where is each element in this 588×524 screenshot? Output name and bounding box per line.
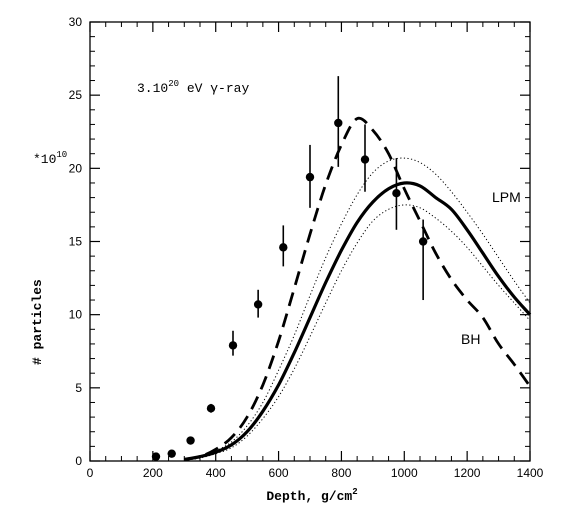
lpm-lower-curve xyxy=(184,204,531,461)
annotation-label: 3.1020 eV γ-ray xyxy=(137,79,249,96)
x-tick-label: 400 xyxy=(206,466,226,480)
data-point xyxy=(334,118,343,128)
lpm-curve xyxy=(183,181,532,462)
data-point xyxy=(151,452,161,461)
x-axis-title: Depth, g/cm2 xyxy=(266,487,357,504)
data-point xyxy=(305,172,315,182)
data-point xyxy=(167,449,176,458)
curves xyxy=(183,116,532,462)
x-tick-label: 1400 xyxy=(517,466,544,480)
y-tick-label: 5 xyxy=(75,381,82,395)
y-scale-label: *1010 xyxy=(33,150,67,167)
y-tick-label: 0 xyxy=(75,454,82,468)
data-point xyxy=(228,341,238,350)
data-point xyxy=(418,237,428,246)
y-axis-title: # particles xyxy=(30,279,45,365)
data-point xyxy=(279,243,288,252)
y-tick-label: 10 xyxy=(69,308,83,322)
plot-frame xyxy=(89,21,531,462)
y-tick-label: 20 xyxy=(69,161,83,175)
data-point xyxy=(206,404,216,413)
minor-ticks xyxy=(90,22,530,461)
data-point xyxy=(392,189,401,198)
lpm-curve-label: LPM xyxy=(492,189,521,205)
bh-curve-label: BH xyxy=(461,331,480,347)
data-point xyxy=(186,436,195,445)
bh-curve xyxy=(184,116,532,461)
x-tick-label: 600 xyxy=(269,466,289,480)
lpm-upper-curve xyxy=(184,157,531,460)
data-point xyxy=(360,155,370,164)
x-tick-label: 1200 xyxy=(454,466,481,480)
x-tick-label: 0 xyxy=(87,466,94,480)
y-tick-label: 25 xyxy=(69,88,83,102)
y-tick-label: 30 xyxy=(69,15,83,29)
x-tick-label: 800 xyxy=(331,466,351,480)
data-points xyxy=(151,76,428,461)
x-tick-label: 1000 xyxy=(391,466,418,480)
tick-labels: 0 200 400 600 800 1000 1200 1400 0 5 10 15 20 25 30 xyxy=(69,15,544,480)
data-point xyxy=(253,300,263,309)
y-tick-label: 15 xyxy=(69,235,83,249)
x-tick-label: 200 xyxy=(143,466,163,480)
